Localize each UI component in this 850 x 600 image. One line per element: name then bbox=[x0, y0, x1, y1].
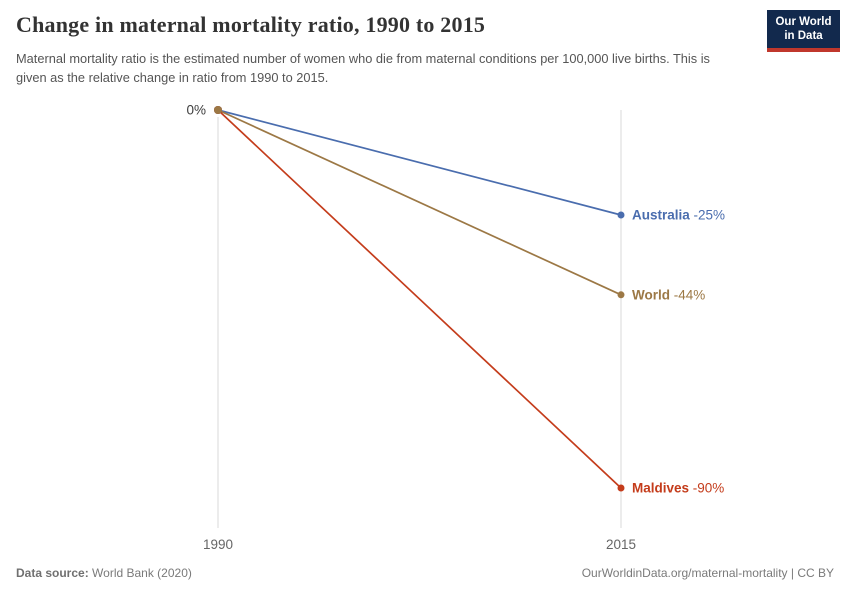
series-label-name-world: World bbox=[632, 287, 670, 302]
series-label-name-australia: Australia bbox=[632, 208, 690, 223]
series-label-name-maldives: Maldives bbox=[632, 481, 689, 496]
data-source: Data source: World Bank (2020) bbox=[16, 566, 192, 580]
x-axis-label-2015: 2015 bbox=[606, 537, 636, 552]
series-line-maldives[interactable] bbox=[217, 109, 622, 489]
series-label-value-australia: -25% bbox=[690, 208, 725, 223]
data-source-label: Data source: bbox=[16, 566, 89, 580]
series-origin-world[interactable] bbox=[214, 106, 222, 114]
data-source-value: World Bank (2020) bbox=[92, 566, 192, 580]
series-line-australia[interactable] bbox=[217, 109, 622, 216]
y-axis-zero-label: 0% bbox=[186, 103, 206, 118]
x-axis-label-1990: 1990 bbox=[203, 537, 233, 552]
chart-subtitle: Maternal mortality ratio is the estimate… bbox=[16, 51, 710, 86]
series-label-value-world: -44% bbox=[670, 287, 705, 302]
series-label-maldives[interactable]: Maldives -90% bbox=[632, 481, 724, 496]
series-endpoint-world[interactable] bbox=[617, 291, 625, 299]
series-line-world[interactable] bbox=[217, 109, 622, 296]
owid-logo-line1: Our World bbox=[775, 15, 832, 28]
owid-logo-line2: in Data bbox=[784, 30, 823, 42]
series-label-value-maldives: -90% bbox=[689, 481, 724, 496]
series-endpoint-australia[interactable] bbox=[617, 211, 625, 219]
series-endpoint-maldives[interactable] bbox=[617, 484, 625, 492]
attribution-link[interactable]: OurWorldinData.org/maternal-mortality | … bbox=[581, 566, 834, 580]
chart-footer: Data source: World Bank (2020) OurWorldi… bbox=[16, 566, 834, 580]
series-label-world[interactable]: World -44% bbox=[632, 287, 705, 302]
owid-logo[interactable]: Our World in Data bbox=[767, 10, 840, 52]
chart-header: Change in maternal mortality ratio, 1990… bbox=[16, 12, 740, 87]
series-label-australia[interactable]: Australia -25% bbox=[632, 208, 725, 223]
chart-title: Change in maternal mortality ratio, 1990… bbox=[16, 12, 486, 37]
slope-chart: 0% Australia -25% World -44% Maldives -90% 1… bbox=[186, 103, 725, 553]
